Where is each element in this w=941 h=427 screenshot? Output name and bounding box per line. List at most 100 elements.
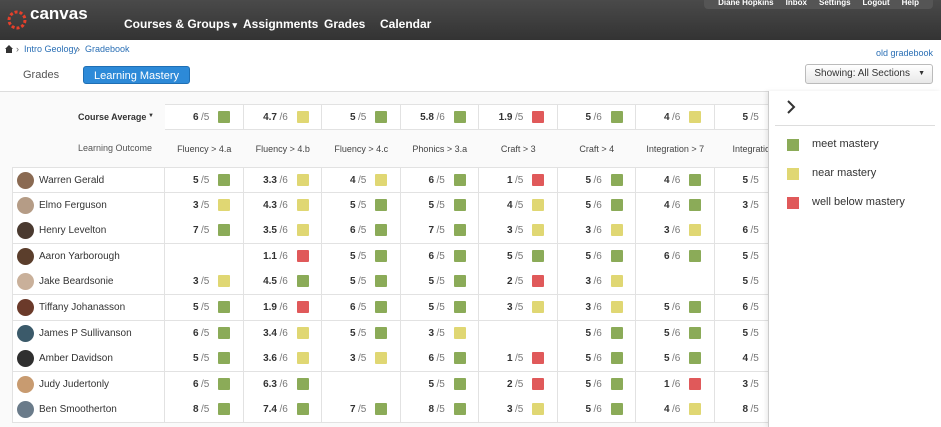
max-score: /5 — [358, 327, 367, 339]
max-score: /6 — [593, 112, 602, 123]
mastery-indicator — [375, 224, 387, 237]
score: 1.9 — [498, 112, 513, 123]
max-score: /5 — [436, 404, 445, 416]
max-score: /5 — [750, 378, 759, 390]
max-score: /5 — [750, 112, 759, 123]
mastery-indicator — [218, 377, 230, 390]
max-score: /5 — [515, 112, 524, 123]
student-name[interactable]: Jake Beardsonie — [39, 276, 114, 288]
mastery-indicator — [453, 377, 466, 390]
breadcrumb-link[interactable]: Gradebook — [85, 44, 130, 54]
max-score: /5 — [436, 175, 445, 186]
score: 6.3 — [263, 378, 277, 390]
breadcrumb-link[interactable]: Intro Geology — [24, 44, 79, 54]
student-name[interactable]: Ben Smootherton — [39, 404, 117, 416]
score: 4.3 — [263, 199, 277, 211]
score: 5 — [349, 276, 356, 288]
max-score: /5 — [436, 276, 445, 288]
tab[interactable]: Learning Mastery — [83, 66, 190, 84]
max-score: /5 — [201, 276, 210, 288]
score-cell: 1.9/5 — [479, 104, 558, 130]
score-cell: 5/5 — [322, 243, 401, 270]
score: 5 — [742, 112, 748, 123]
student-cell: Elmo Ferguson — [12, 192, 165, 219]
mastery-indicator — [610, 275, 623, 288]
mastery-indicator — [532, 377, 544, 390]
max-score: /5 — [201, 378, 210, 390]
user-link[interactable]: Diane Hopkins — [718, 0, 774, 7]
score: 7 — [428, 225, 434, 237]
mastery-indicator — [689, 198, 701, 211]
mastery-indicator — [453, 198, 466, 211]
user-link[interactable]: Help — [901, 0, 919, 7]
mastery-indicator — [689, 249, 701, 262]
score-cell: 4/6 — [636, 192, 715, 219]
score-cell: 5/6 — [557, 320, 636, 347]
score: 6 — [192, 378, 199, 390]
max-score: /6 — [279, 112, 288, 123]
student-name[interactable]: Judy Judertonly — [39, 378, 110, 390]
max-score: /5 — [201, 302, 210, 313]
mastery-indicator — [218, 198, 230, 211]
student-cell: Warren Gerald — [12, 167, 165, 193]
student-name[interactable]: Aaron Yarborough — [39, 250, 120, 262]
max-score: /5 — [750, 302, 759, 313]
max-score: /5 — [750, 327, 759, 339]
nav-link[interactable]: Courses & Groups ▾ — [124, 17, 238, 31]
student-name[interactable]: James P Sullivanson — [39, 327, 132, 339]
student-name[interactable]: Tiffany Johanasson — [39, 302, 126, 313]
collapse-arrow[interactable] — [785, 99, 797, 115]
user-link[interactable]: Settings — [818, 0, 851, 7]
score: 5 — [428, 302, 434, 313]
max-score: /5 — [201, 199, 210, 211]
max-score: /6 — [279, 353, 288, 365]
score: 4 — [742, 353, 748, 365]
mastery-indicator — [375, 249, 387, 262]
mastery-indicator — [375, 198, 387, 211]
student-name[interactable]: Elmo Ferguson — [39, 199, 107, 211]
max-score: /6 — [672, 327, 681, 339]
score: 5 — [192, 302, 199, 313]
nav-link[interactable]: Grades — [324, 17, 366, 31]
max-score: /5 — [358, 250, 367, 262]
nav-link[interactable]: Calendar — [380, 17, 432, 31]
score: 7 — [349, 404, 356, 416]
student-name[interactable]: Amber Davidson — [39, 353, 113, 365]
max-score: /6 — [672, 112, 681, 123]
max-score: /5 — [750, 404, 759, 416]
mastery-indicator — [689, 111, 701, 123]
score: 3 — [192, 199, 199, 211]
user-link[interactable]: Inbox — [785, 0, 807, 7]
old-gradebook-link[interactable]: old gradebook — [875, 48, 933, 58]
score-cell: 6/5 — [165, 320, 244, 347]
home-icon[interactable] — [4, 44, 14, 54]
mastery-indicator — [610, 111, 623, 123]
section-filter[interactable]: Showing: All Sections ▼ — [805, 64, 933, 84]
score-cell: 3/5 — [322, 346, 401, 373]
score-cell: 5/6 — [636, 295, 715, 321]
score-cell: 5/6 — [557, 243, 636, 270]
max-score: /5 — [358, 175, 367, 186]
mastery-indicator — [689, 352, 701, 365]
mastery-indicator — [375, 326, 387, 339]
student-name[interactable]: Warren Gerald — [39, 175, 105, 186]
max-score: /5 — [515, 404, 524, 416]
mastery-indicator — [218, 301, 230, 313]
legend-swatch — [787, 168, 799, 180]
score: 3 — [506, 404, 513, 416]
student-name[interactable]: Henry Levelton — [39, 225, 107, 237]
score: 5 — [585, 112, 591, 123]
course-average-label[interactable]: Course Average — [78, 112, 147, 122]
tab[interactable]: Grades — [23, 69, 60, 81]
score-cell: 5/6 — [557, 167, 636, 193]
max-score: /6 — [593, 353, 602, 365]
mastery-indicator — [453, 403, 466, 416]
score: 4 — [506, 199, 513, 211]
nav-link[interactable]: Assignments — [243, 17, 319, 31]
logo-text: canvas — [30, 4, 88, 23]
user-link[interactable]: Logout — [862, 0, 890, 7]
mastery-indicator — [767, 249, 768, 262]
mastery-indicator — [296, 403, 309, 416]
score: 6 — [742, 225, 748, 237]
mastery-indicator — [532, 224, 544, 237]
